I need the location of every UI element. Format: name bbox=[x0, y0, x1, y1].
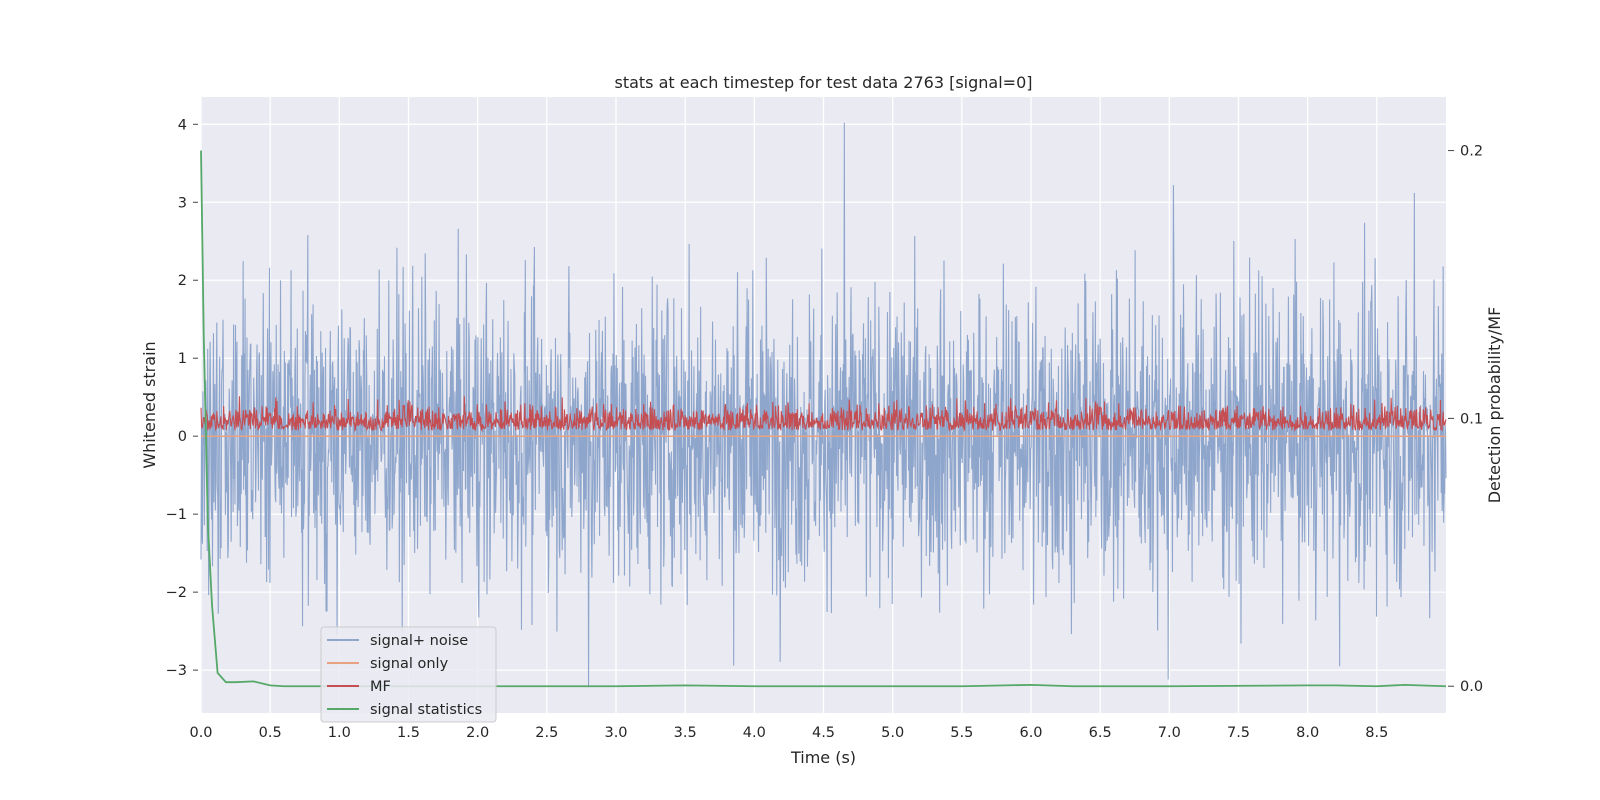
series-signal-statistics-line bbox=[200, 150, 1447, 688]
legend-label-signal-noise: signal+ noise bbox=[370, 633, 468, 649]
x-tick-label: 7.5 bbox=[1227, 725, 1250, 741]
x-tick-label: 5.0 bbox=[881, 725, 904, 741]
data-layer bbox=[200, 122, 1447, 688]
legend-box bbox=[320, 626, 497, 723]
x-tick-label: 1.0 bbox=[328, 725, 351, 741]
x-axis-label: Time (s) bbox=[790, 748, 856, 767]
legend-label-signal-statistics: signal statistics bbox=[370, 702, 482, 718]
y-tick-label: −1 bbox=[166, 507, 187, 523]
x-tick-label: 8.0 bbox=[1296, 725, 1319, 741]
x-tick-label: 4.5 bbox=[812, 725, 835, 741]
series-signal-noise-line bbox=[200, 122, 1447, 688]
y-tick-label: −2 bbox=[166, 585, 187, 601]
y-tick-label: 2 bbox=[178, 273, 187, 289]
y2-tick-label: 0.2 bbox=[1460, 144, 1483, 160]
y2-tick-label: 0.1 bbox=[1460, 411, 1483, 427]
legend-label-signal-only: signal only bbox=[370, 656, 449, 672]
series-mf-line bbox=[200, 396, 1447, 433]
x-tick-label: 6.0 bbox=[1019, 725, 1042, 741]
tick-labels: 0.0 0.5 1.0 1.5 2.0 2.5 3.0 3.5 4.0 4.5 5.0 5.5 6.0 6… bbox=[166, 117, 1483, 741]
x-tick-label: 7.0 bbox=[1158, 725, 1181, 741]
y-tick-label: −3 bbox=[166, 663, 187, 679]
y2-tick-label: 0.0 bbox=[1460, 679, 1483, 695]
x-tick-label: 6.5 bbox=[1089, 725, 1112, 741]
x-tick-label: 1.5 bbox=[397, 725, 420, 741]
x-tick-label: 4.0 bbox=[743, 725, 766, 741]
y-tick-label: 3 bbox=[178, 195, 187, 211]
y-tick-label: 1 bbox=[178, 351, 187, 367]
x-tick-label: 3.0 bbox=[604, 725, 627, 741]
y-tick-label: 0 bbox=[178, 429, 187, 445]
legend-label-mf: MF bbox=[370, 679, 391, 695]
x-tick-label: 2.0 bbox=[466, 725, 489, 741]
y-axis-label: Whitened strain bbox=[140, 341, 159, 468]
x-tick-label: 8.5 bbox=[1365, 725, 1388, 741]
y2-axis-label: Detection probability/MF bbox=[1485, 307, 1504, 504]
x-tick-label: 3.5 bbox=[674, 725, 697, 741]
legend: signal+ noise signal only MF signal stat… bbox=[320, 626, 497, 723]
x-tick-label: 0.0 bbox=[189, 725, 212, 741]
x-tick-label: 0.5 bbox=[259, 725, 282, 741]
chart-title: stats at each timestep for test data 276… bbox=[614, 73, 1032, 92]
y-tick-label: 4 bbox=[178, 117, 187, 133]
x-tick-label: 2.5 bbox=[535, 725, 558, 741]
x-tick-label: 5.5 bbox=[950, 725, 973, 741]
